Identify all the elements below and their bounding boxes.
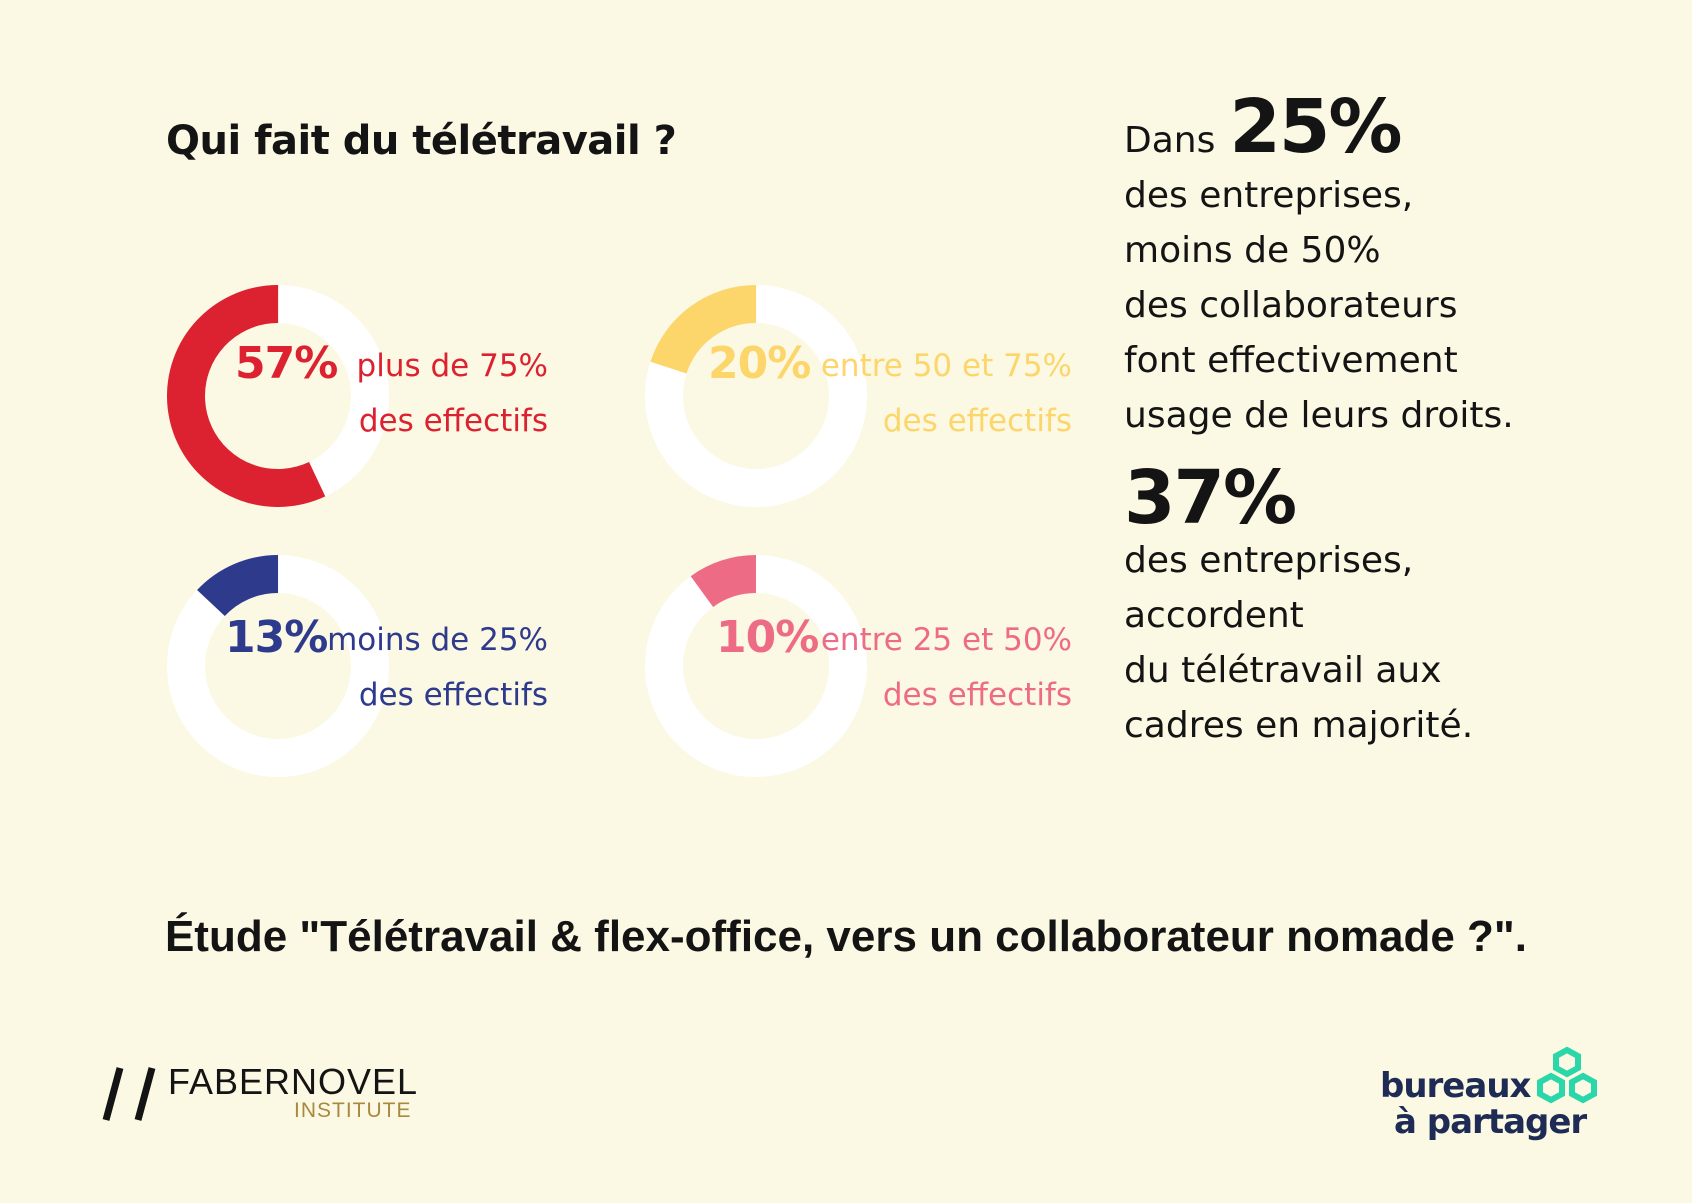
donut-chart-4 (645, 555, 867, 777)
bureaux-a-partager-logo: bureaux à partager (1380, 1046, 1600, 1146)
fabernovel-institute: INSTITUTE (294, 1099, 412, 1122)
legend-label-1: plus de 75% des effectifs (357, 339, 548, 449)
stat1-line: font effectivement (1124, 340, 1458, 381)
legend-label-2: entre 50 et 75% des effectifs (821, 339, 1072, 449)
pct-label-4: 10% (716, 612, 819, 663)
stat1-line: des collaborateurs (1124, 285, 1458, 326)
stat2-line: des entreprises, (1124, 540, 1414, 581)
stat1-big-number: 25% (1229, 84, 1402, 170)
stat1-line: usage de leurs droits. (1124, 395, 1514, 436)
study-title: Étude "Télétravail & flex-office, vers u… (164, 912, 1528, 961)
stat1-prefix: Dans (1124, 120, 1216, 161)
pct-label-3: 13% (225, 612, 328, 663)
legend-line-1b: des effectifs (358, 403, 548, 439)
stat2-line: cadres en majorité. (1124, 705, 1474, 746)
stat2-block: 37% des entreprises, accordent du télétr… (1124, 455, 1684, 753)
fabernovel-wordmark: FABERNOVEL (168, 1061, 419, 1102)
double-slash-icon (102, 1067, 156, 1121)
stat2-line: du télétravail aux (1124, 650, 1442, 691)
stat2-big-number: 37% (1124, 455, 1297, 541)
legend-line-2a: entre 50 et 75% (820, 348, 1072, 384)
legend-line-1a: plus de 75% (356, 348, 548, 384)
legend-line-4a: entre 25 et 50% (820, 622, 1072, 658)
stat1-line: des entreprises, (1124, 175, 1414, 216)
stat1-line: moins de 50% (1124, 230, 1381, 271)
donut-chart-1 (167, 285, 389, 507)
legend-line-3b: des effectifs (358, 677, 548, 713)
donut-arc-2 (645, 285, 867, 507)
bap-line1: bureaux (1380, 1066, 1531, 1106)
donut-arc-3 (167, 555, 389, 777)
legend-line-3a: moins de 25% (327, 622, 548, 658)
page-title: Qui fait du télétravail ? (166, 118, 677, 164)
donut-arc-4 (645, 555, 867, 777)
legend-line-2b: des effectifs (882, 403, 1072, 439)
legend-label-4: entre 25 et 50% des effectifs (821, 613, 1072, 723)
donut-chart-2 (645, 285, 867, 507)
stat1-header: Dans 25% (1124, 84, 1684, 170)
pct-label-2: 20% (708, 338, 811, 389)
legend-label-3: moins de 25% des effectifs (327, 613, 548, 723)
pct-label-1: 57% (235, 338, 338, 389)
legend-line-4b: des effectifs (882, 677, 1072, 713)
stats-panel: Dans 25% des entreprises, moins de 50% d… (1124, 84, 1684, 753)
stat2-line: accordent (1124, 595, 1304, 636)
donut-chart-3 (167, 555, 389, 777)
bap-line2: à partager (1394, 1102, 1587, 1142)
hexagon-icon (1537, 1046, 1597, 1104)
